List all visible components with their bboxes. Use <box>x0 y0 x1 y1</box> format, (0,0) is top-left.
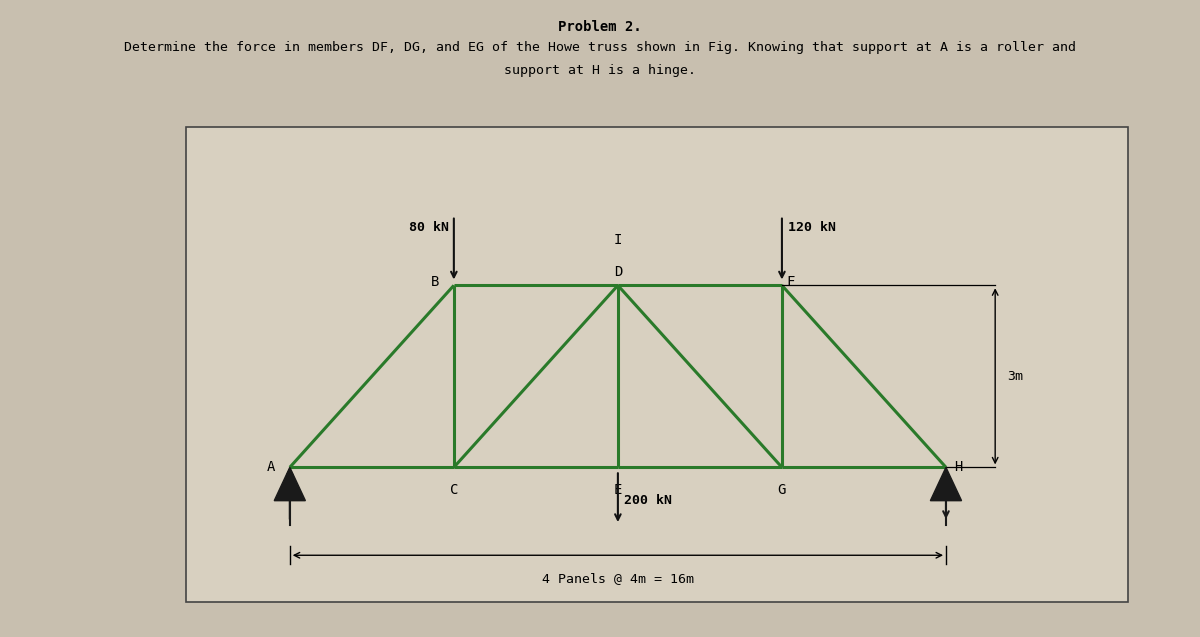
Text: H: H <box>954 461 962 475</box>
Text: E: E <box>613 483 622 497</box>
Text: B: B <box>431 275 439 289</box>
Text: I: I <box>613 233 622 247</box>
Polygon shape <box>930 468 961 501</box>
Text: Problem 2.: Problem 2. <box>558 20 642 34</box>
Text: support at H is a hinge.: support at H is a hinge. <box>504 64 696 76</box>
Text: 80 kN: 80 kN <box>409 221 449 234</box>
Text: 120 kN: 120 kN <box>788 221 836 234</box>
Text: 3m: 3m <box>1008 370 1024 383</box>
Text: Determine the force in members DF, DG, and EG of the Howe truss shown in Fig. Kn: Determine the force in members DF, DG, a… <box>124 41 1076 54</box>
FancyBboxPatch shape <box>186 127 1128 602</box>
Text: C: C <box>450 483 458 497</box>
Polygon shape <box>275 468 305 501</box>
Text: A: A <box>268 461 276 475</box>
Text: G: G <box>778 483 786 497</box>
Text: D: D <box>613 265 622 279</box>
Text: 4 Panels @ 4m = 16m: 4 Panels @ 4m = 16m <box>542 572 694 585</box>
Text: F: F <box>787 275 796 289</box>
Text: 200 kN: 200 kN <box>624 494 672 507</box>
